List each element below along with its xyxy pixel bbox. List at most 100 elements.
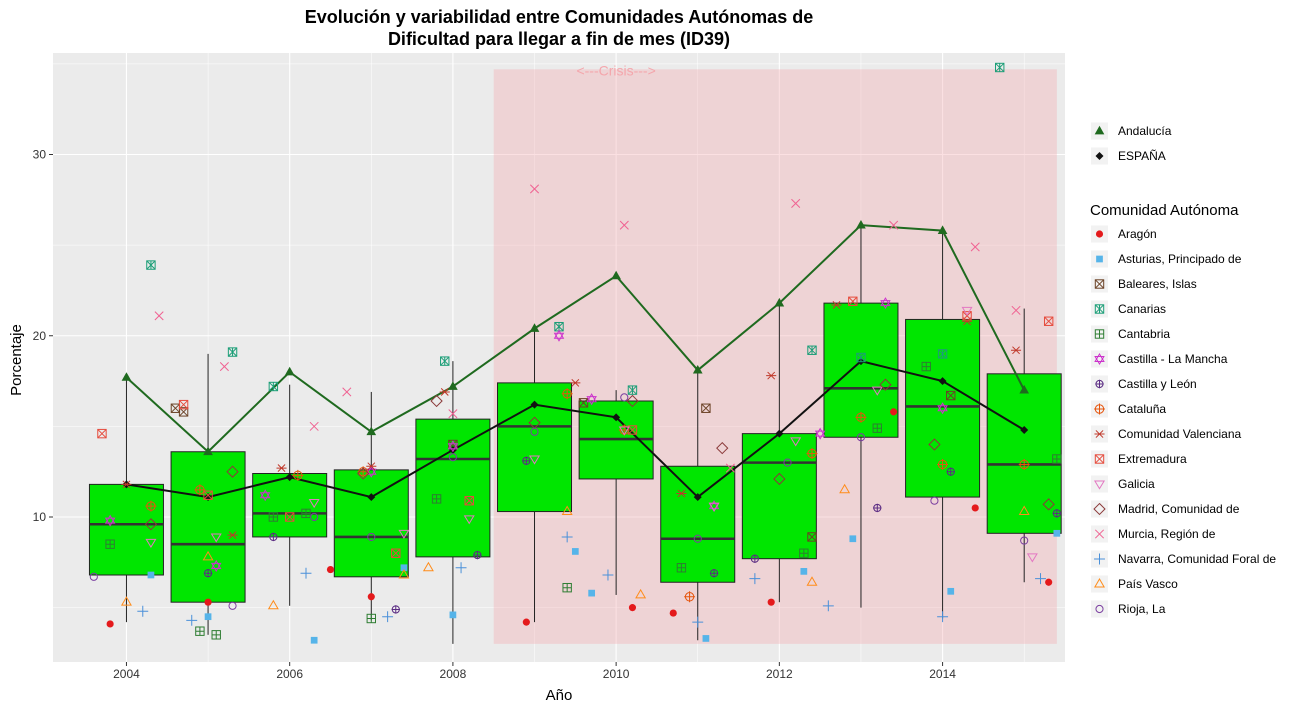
point-madrid-comunidad-de — [226, 465, 239, 478]
point-rioja-la — [930, 496, 939, 505]
legend-key-marker — [1095, 379, 1104, 389]
point-canarias — [627, 385, 638, 395]
point-cantabria — [366, 613, 376, 624]
line-point-andalucia — [856, 219, 866, 229]
legend-label: País Vasco — [1118, 577, 1178, 591]
point-comunidad-valenciana — [570, 378, 581, 387]
legend-key-bg — [1091, 575, 1108, 593]
point-galicia — [871, 386, 883, 396]
point-canarias — [937, 349, 948, 359]
line-point-andalucia — [366, 426, 377, 436]
legend-key-bg — [1091, 500, 1108, 518]
point-murcia-region-de — [309, 421, 319, 431]
point-castilla-y-leon — [946, 467, 955, 476]
legend-key-marker — [1094, 352, 1105, 366]
legend-label: Asturias, Principado de — [1118, 252, 1242, 266]
legend-key-marker — [1096, 255, 1103, 263]
point-galicia — [308, 499, 320, 509]
point-navarra-comunidad-foral-de — [137, 605, 149, 617]
point-navarra-comunidad-foral-de — [937, 611, 949, 623]
legend-label: Baleares, Islas — [1118, 277, 1197, 291]
point-cantabria — [562, 582, 572, 593]
point-comunidad-valenciana — [366, 462, 377, 471]
point-canarias — [146, 260, 156, 270]
legend-label: ESPAÑA — [1118, 149, 1166, 163]
point-castilla-la-mancha — [259, 489, 271, 502]
point-comunidad-valenciana — [227, 531, 238, 540]
point-castilla-y-leon — [269, 532, 278, 542]
line-point-espana — [285, 473, 294, 482]
line-point-andalucia — [774, 297, 785, 307]
point-navarra-comunidad-foral-de — [186, 614, 198, 626]
legend-label: Galicia — [1118, 477, 1155, 491]
point-comunidad-valenciana — [121, 480, 132, 489]
point-castilla-y-leon — [873, 503, 882, 513]
point-aragon — [767, 598, 775, 606]
legend-key-marker — [1093, 502, 1106, 516]
point-galicia — [398, 529, 410, 539]
point-cataluna — [1018, 458, 1030, 470]
line-point-andalucia — [121, 372, 132, 381]
point-comunidad-valenciana — [1010, 346, 1022, 355]
point-galicia — [790, 437, 802, 447]
point-canarias — [268, 381, 279, 392]
line-point-espana — [775, 429, 784, 438]
point-aragon — [106, 620, 114, 628]
point-galicia — [708, 502, 720, 512]
point-murcia-region-de — [154, 311, 164, 321]
point-rioja-la — [693, 534, 702, 543]
point-madrid-comunidad-de — [430, 394, 443, 408]
line-point-espana — [367, 493, 376, 502]
axes: 2004 2006 2008 2010 2012 2014 10 20 30 — [33, 148, 957, 682]
point-murcia-region-de — [791, 198, 801, 208]
x-axis-title: Año — [546, 687, 573, 704]
point-comunidad-valenciana — [439, 388, 450, 396]
point-pais-vasco — [839, 483, 851, 494]
x-tick-label: 2006 — [276, 667, 303, 681]
point-aragon — [204, 598, 212, 606]
point-murcia-region-de — [342, 387, 352, 397]
point-castilla-la-mancha — [104, 514, 116, 527]
legend-key-marker — [1094, 553, 1105, 565]
point-castilla-y-leon — [1052, 509, 1062, 518]
point-castilla-la-mancha — [586, 393, 597, 406]
legend-label: Rioja, La — [1118, 602, 1166, 616]
point-navarra-comunidad-foral-de — [822, 600, 834, 612]
legend-label: Comunidad Valenciana — [1118, 427, 1242, 441]
point-canarias — [856, 352, 866, 363]
point-cantabria — [799, 548, 809, 558]
point-cantabria — [676, 563, 687, 573]
legend-key-marker — [1095, 230, 1104, 238]
point-madrid-comunidad-de — [144, 518, 158, 531]
box — [415, 418, 491, 558]
point-navarra-comunidad-foral-de — [692, 616, 704, 628]
point-navarra-comunidad-foral-de — [300, 567, 312, 579]
point-galicia — [618, 426, 630, 436]
line-point-espana — [1020, 426, 1029, 434]
point-madrid-comunidad-de — [626, 394, 639, 408]
point-extremadura — [1043, 316, 1054, 326]
point-murcia-region-de — [219, 362, 229, 372]
summary-lines — [121, 219, 1030, 502]
point-rioja-la — [783, 458, 792, 467]
line-point-espana — [530, 400, 539, 409]
legend-label: Castilla y León — [1118, 377, 1197, 391]
point-navarra-comunidad-foral-de — [749, 573, 761, 585]
legend-label: Canarias — [1118, 302, 1166, 316]
point-pais-vasco — [267, 599, 279, 610]
legend-key-marker — [1093, 480, 1106, 490]
point-murcia-region-de — [529, 184, 540, 194]
point-galicia — [463, 515, 475, 525]
point-murcia-region-de — [725, 463, 735, 473]
x-tick-label: 2012 — [766, 667, 793, 681]
point-comunidad-valenciana — [831, 301, 842, 309]
point-cantabria — [431, 494, 442, 504]
legend-key-marker — [1095, 152, 1104, 160]
y-tick-label: 10 — [33, 510, 47, 524]
line-point-andalucia — [203, 446, 213, 456]
point-rioja-la — [530, 427, 539, 436]
point-cataluna — [684, 591, 696, 603]
legend-key-marker — [1094, 329, 1105, 339]
point-asturias-principado-de — [588, 589, 596, 597]
point-castilla-y-leon — [391, 605, 400, 614]
